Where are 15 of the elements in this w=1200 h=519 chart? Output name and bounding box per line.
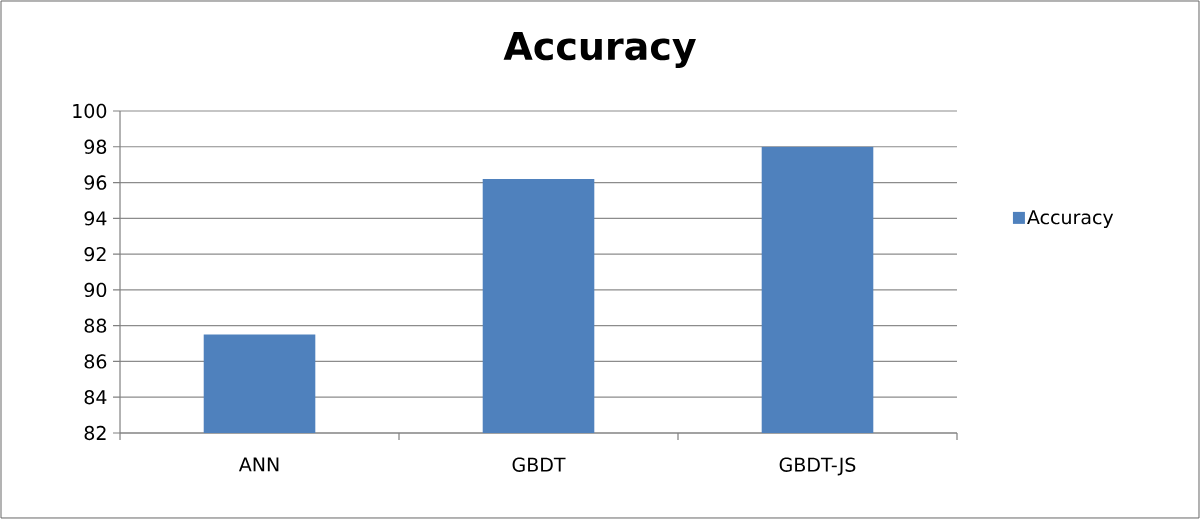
- y-tick-label: 86: [84, 354, 107, 369]
- chart-title: Accuracy: [503, 32, 696, 68]
- y-tick-label: 84: [84, 390, 107, 405]
- y-tick-label: 96: [84, 175, 107, 190]
- x-tick-label: GBDT: [512, 457, 566, 472]
- y-tick-label: 94: [84, 211, 107, 226]
- y-tick-label: 90: [84, 282, 107, 298]
- legend-label: Accuracy: [1027, 210, 1114, 229]
- x-tick-label: ANN: [238, 457, 279, 472]
- y-tick-label: 98: [84, 139, 107, 154]
- y-tick-label: 92: [84, 246, 106, 262]
- y-tick-label: 100: [73, 103, 107, 119]
- x-tick-label: GBDT-JS: [779, 457, 856, 476]
- y-tick-label: 82: [84, 425, 106, 441]
- y-tick-label: 88: [84, 318, 107, 333]
